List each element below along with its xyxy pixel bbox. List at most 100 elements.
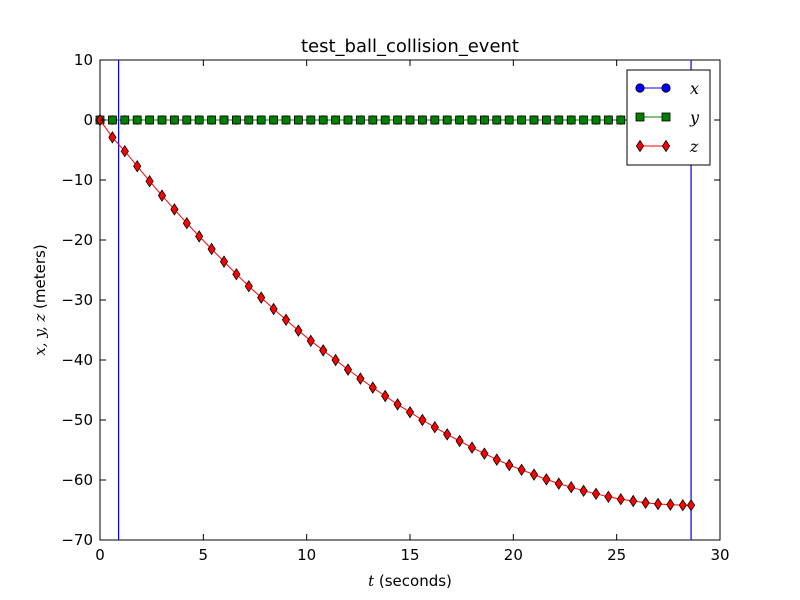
data-point-z bbox=[306, 334, 315, 348]
data-point-z bbox=[232, 267, 241, 281]
data-point-y bbox=[455, 115, 465, 125]
y-axis-label: x, y, z (meters) bbox=[31, 244, 49, 355]
data-point-z bbox=[505, 458, 514, 472]
data-point-y bbox=[492, 115, 502, 125]
y-tick-label: −70 bbox=[61, 531, 93, 549]
data-point-z bbox=[381, 389, 390, 403]
data-point-z bbox=[666, 498, 675, 511]
y-tick-label: 0 bbox=[83, 111, 93, 129]
data-point-y bbox=[591, 115, 601, 125]
y-tick-label: −20 bbox=[61, 231, 93, 249]
y-tick-label: −10 bbox=[61, 171, 93, 189]
data-point-z bbox=[554, 477, 563, 490]
data-point-z bbox=[219, 255, 229, 268]
data-point-z bbox=[480, 447, 489, 460]
data-point-z bbox=[579, 484, 588, 498]
data-point-z bbox=[343, 363, 353, 376]
data-point-z bbox=[467, 441, 477, 454]
data-point-z bbox=[269, 302, 278, 316]
y-axis-label-var: x, y, z bbox=[31, 314, 49, 356]
data-point-y bbox=[566, 115, 576, 125]
data-point-y bbox=[355, 115, 365, 125]
data-point-y bbox=[554, 115, 564, 125]
data-point-y bbox=[393, 115, 403, 125]
legend-label: y bbox=[689, 108, 700, 127]
data-point-z bbox=[529, 468, 539, 481]
plot-area bbox=[99, 59, 721, 541]
data-point-y bbox=[430, 115, 440, 125]
y-axis-label-unit: (meters) bbox=[31, 244, 49, 313]
x-tick-label: 20 bbox=[504, 546, 523, 564]
data-point-y bbox=[219, 115, 229, 125]
data-point-y bbox=[504, 115, 514, 125]
data-point-z bbox=[418, 413, 427, 427]
ticks-layer: 0 5 10 15 20 25 30 10 0 −10 −20 −30 −40 −50 −60 −70 bbox=[61, 51, 729, 564]
data-point-y bbox=[579, 115, 588, 125]
data-point-z bbox=[641, 496, 650, 510]
data-point-y bbox=[157, 115, 167, 125]
data-point-y bbox=[182, 115, 192, 125]
data-point-z bbox=[678, 498, 687, 512]
data-point-z bbox=[195, 230, 204, 243]
data-point-z bbox=[356, 372, 365, 385]
data-point-z bbox=[405, 405, 415, 419]
data-point-y bbox=[368, 115, 378, 125]
legend-entry-y: y bbox=[635, 108, 700, 127]
data-point-z bbox=[319, 344, 328, 357]
data-point-z bbox=[591, 487, 601, 501]
data-point-y bbox=[405, 115, 415, 125]
data-point-z bbox=[281, 313, 291, 327]
data-point-z bbox=[244, 279, 253, 293]
x-tick-label: 0 bbox=[95, 546, 105, 564]
data-point-z bbox=[145, 174, 154, 188]
legend-marker bbox=[635, 112, 645, 122]
data-point-z bbox=[629, 494, 638, 508]
data-point-y bbox=[417, 115, 427, 125]
data-point-z bbox=[257, 291, 266, 304]
data-point-y bbox=[517, 115, 526, 125]
data-point-y bbox=[542, 115, 551, 125]
data-point-z bbox=[331, 353, 340, 367]
data-point-z bbox=[133, 159, 142, 173]
data-point-z bbox=[604, 490, 613, 504]
data-point-y bbox=[529, 115, 539, 125]
x-tick-label: 15 bbox=[400, 546, 419, 564]
y-tick-label: −50 bbox=[61, 411, 93, 429]
data-point-y bbox=[132, 115, 142, 125]
y-tick-label: 10 bbox=[74, 51, 93, 69]
data-point-y bbox=[343, 115, 353, 125]
data-point-z bbox=[492, 453, 501, 466]
x-tick-label: 5 bbox=[199, 546, 209, 564]
data-point-y bbox=[442, 115, 452, 125]
data-point-y bbox=[380, 115, 390, 125]
legend-marker bbox=[661, 83, 671, 93]
y-tick-label: −40 bbox=[61, 351, 93, 369]
series-y bbox=[95, 115, 696, 125]
x-axis-label-var: t bbox=[368, 572, 375, 590]
data-point-z bbox=[157, 189, 167, 202]
data-point-y bbox=[108, 115, 117, 125]
data-point-z bbox=[686, 498, 696, 512]
data-point-y bbox=[244, 115, 254, 125]
legend-label: z bbox=[689, 137, 699, 156]
chart-title: test_ball_collision_event bbox=[301, 36, 519, 57]
data-point-y bbox=[169, 115, 179, 125]
data-point-z bbox=[616, 492, 625, 506]
data-point-z bbox=[542, 473, 551, 486]
data-point-z bbox=[567, 480, 576, 494]
data-point-z bbox=[207, 242, 216, 256]
x-tick-label: 25 bbox=[607, 546, 626, 564]
data-point-z bbox=[108, 131, 117, 144]
data-point-z bbox=[120, 144, 129, 158]
data-point-y bbox=[281, 115, 291, 125]
legend-marker bbox=[661, 139, 671, 153]
x-tick-label: 10 bbox=[297, 546, 316, 564]
data-point-y bbox=[306, 115, 316, 125]
legend-marker bbox=[635, 83, 645, 93]
data-point-y bbox=[318, 115, 328, 125]
data-point-y bbox=[331, 115, 341, 125]
x-tick-label: 30 bbox=[710, 546, 729, 564]
data-point-y bbox=[207, 115, 217, 125]
series-z bbox=[95, 113, 696, 512]
